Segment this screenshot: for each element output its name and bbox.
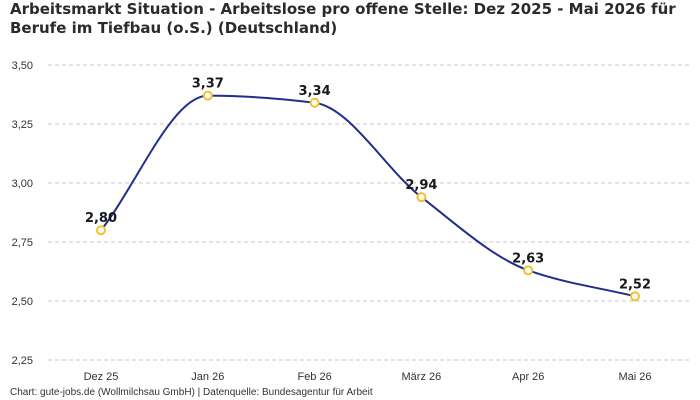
chart-title: Arbeitsmarkt Situation - Arbeitslose pro… [10, 0, 690, 38]
y-tick-label: 2,75 [12, 237, 33, 249]
chart-title-line-2: Berufe im Tiefbau (o.S.) (Deutschland) [10, 19, 338, 37]
y-tick-label: 3,50 [12, 60, 33, 72]
x-tick-label: Apr 26 [512, 371, 544, 383]
data-label: 3,37 [192, 77, 224, 92]
x-tick-label: Mai 26 [618, 371, 651, 383]
data-label: 2,94 [405, 178, 437, 193]
y-tick-label: 3,00 [12, 178, 33, 190]
data-points [96, 90, 640, 302]
x-axis-tick-labels: Dez 25 Jan 26 Feb 26 März 26 Apr 26 Mai 26 [84, 371, 652, 383]
data-label: 2,63 [512, 251, 544, 266]
x-tick-label: Feb 26 [297, 371, 331, 383]
data-label: 2,52 [619, 277, 651, 292]
data-labels: 2,80 3,37 3,34 2,94 2,63 2,52 [85, 77, 651, 293]
x-tick-label: Jan 26 [191, 371, 224, 383]
chart-source-footer: Chart: gute-jobs.de (Wollmilchsau GmbH) … [10, 387, 373, 398]
data-point [202, 90, 213, 101]
y-gridlines [48, 64, 690, 361]
data-point [523, 265, 534, 276]
data-point [630, 291, 640, 302]
chart-title-line-1: Arbeitsmarkt Situation - Arbeitslose pro… [10, 0, 676, 18]
y-tick-label: 2,25 [12, 355, 33, 367]
x-tick-label: Dez 25 [84, 371, 119, 383]
data-point [96, 225, 106, 236]
data-label: 3,34 [299, 84, 331, 99]
y-tick-label: 2,50 [12, 296, 33, 308]
data-label: 2,80 [85, 211, 117, 226]
data-point [416, 192, 427, 203]
x-tick-label: März 26 [402, 371, 442, 383]
y-axis-tick-labels: 2,25 2,50 2,75 3,00 3,25 3,50 [12, 60, 33, 367]
series-line [100, 94, 636, 298]
y-tick-label: 3,25 [12, 119, 33, 131]
data-point [309, 97, 320, 108]
